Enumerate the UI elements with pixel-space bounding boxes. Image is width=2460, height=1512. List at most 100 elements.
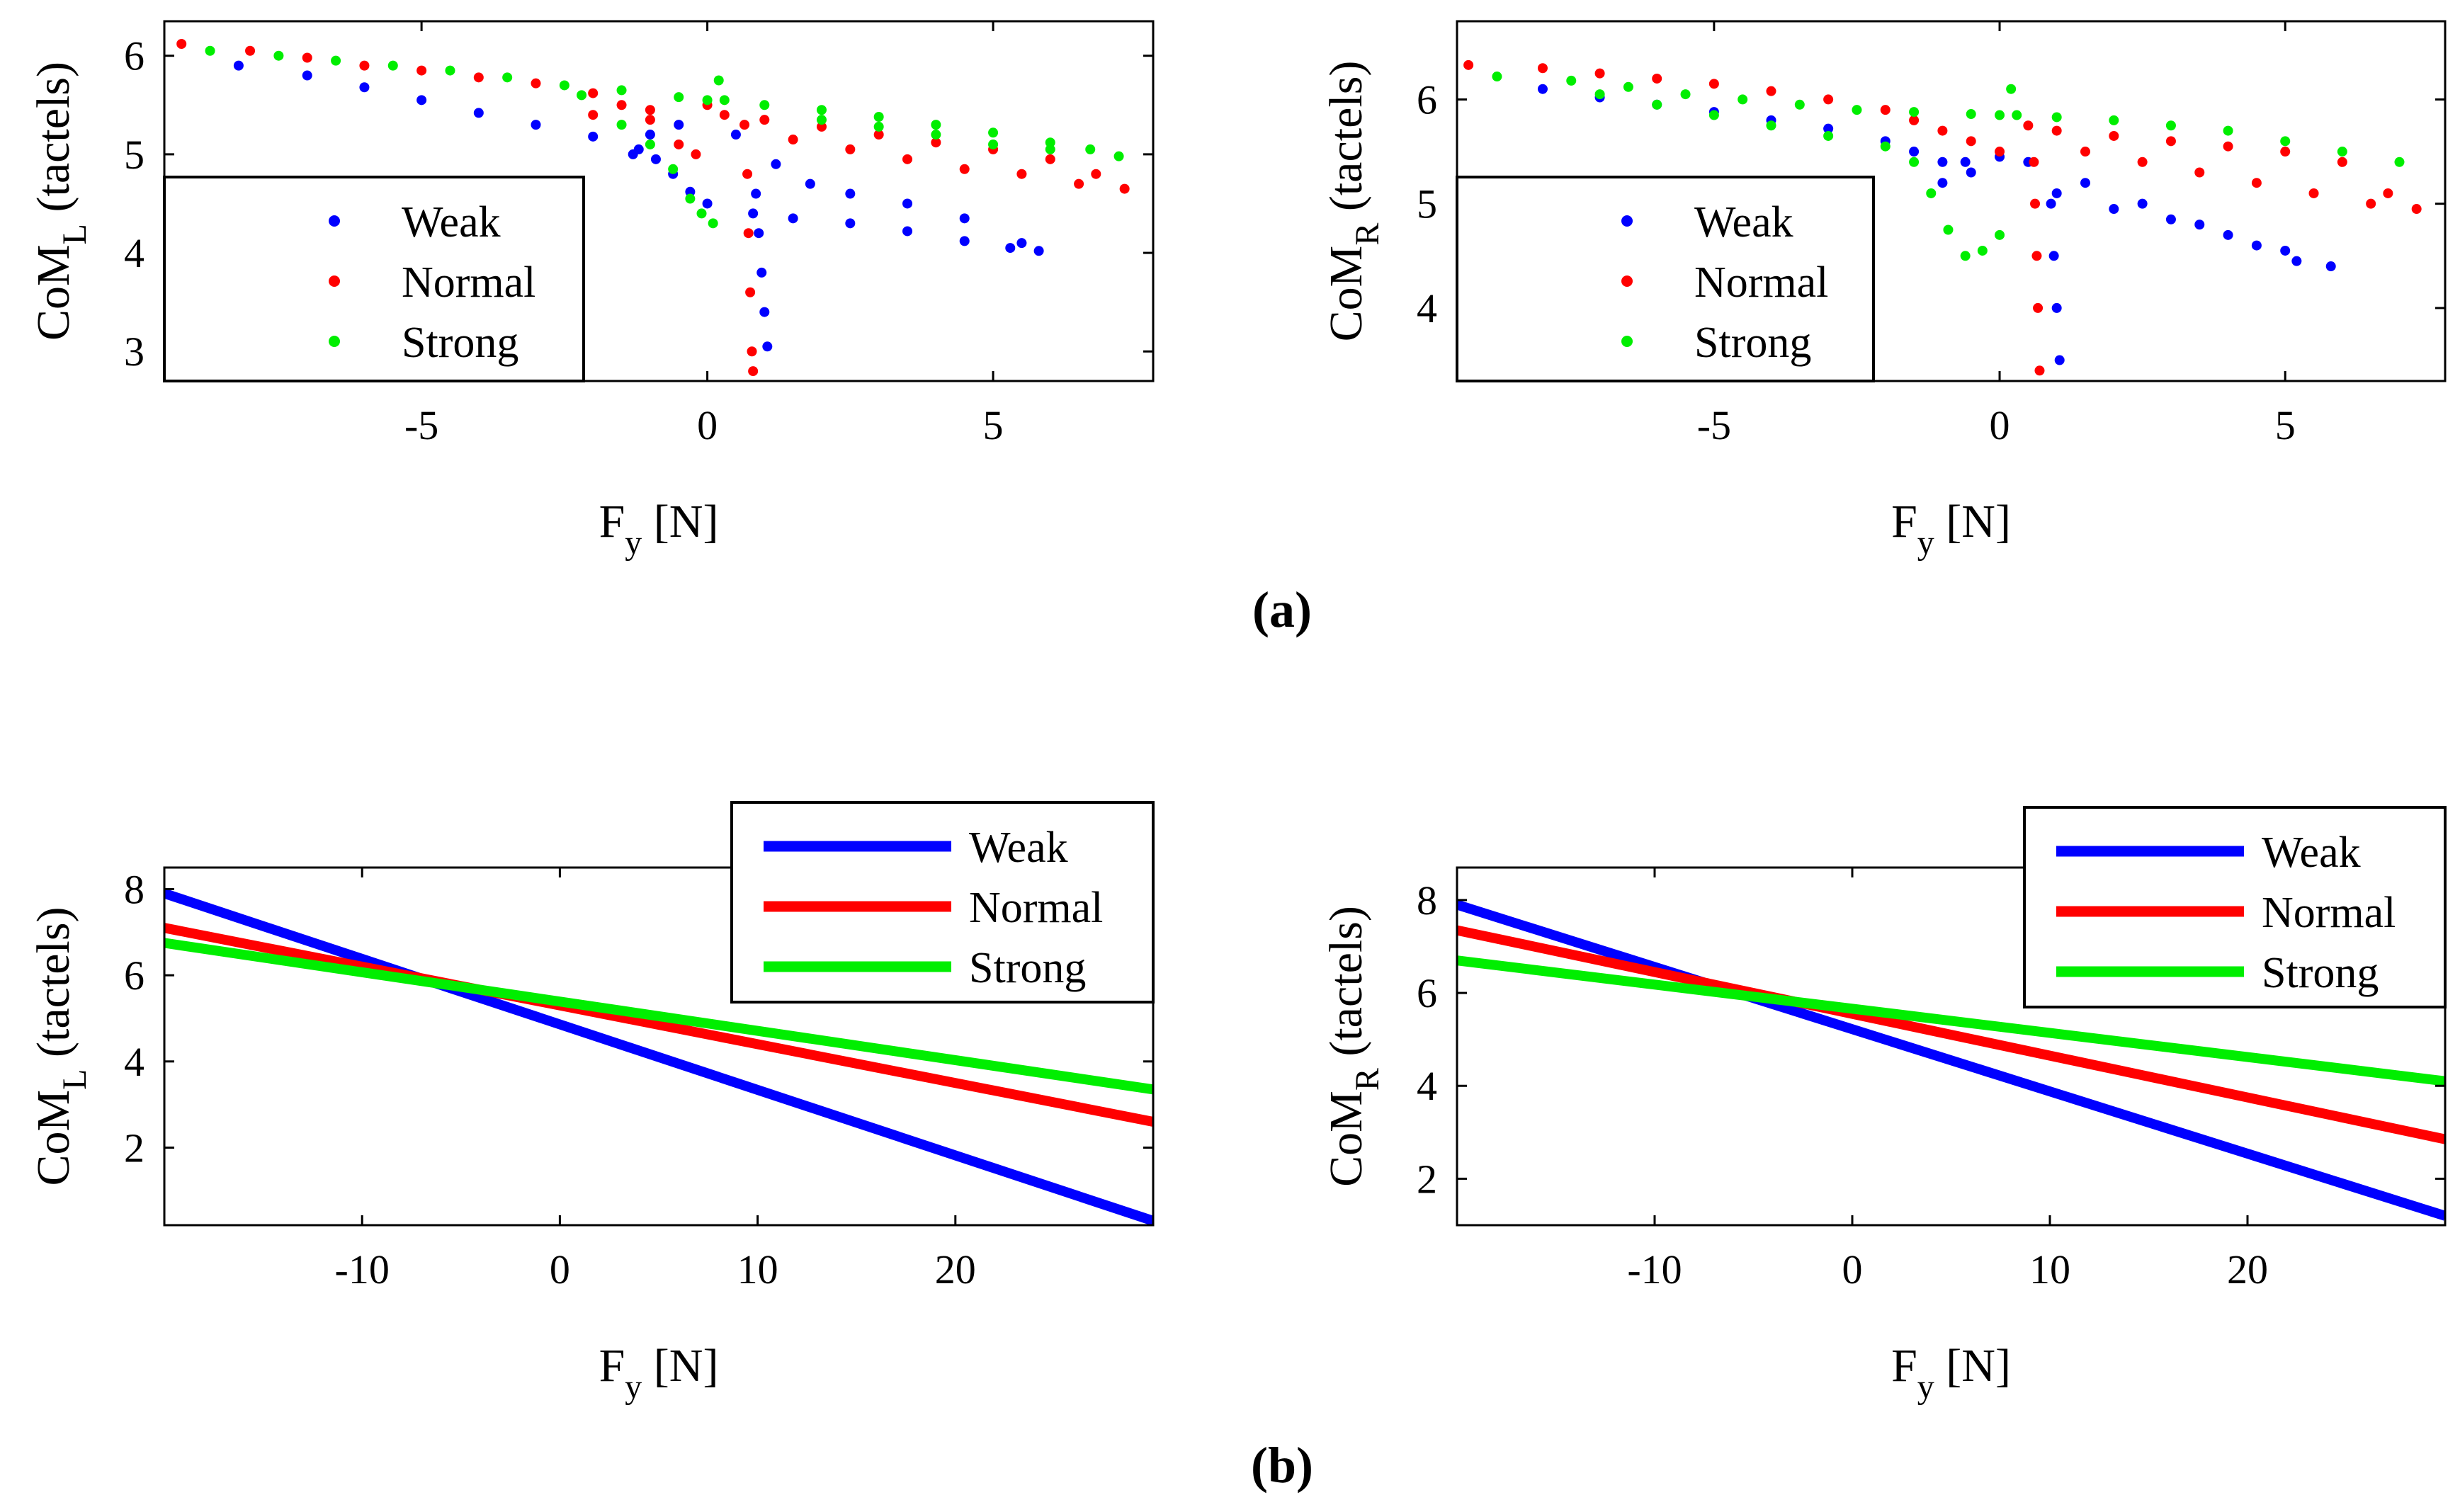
data-point-normal: [674, 139, 684, 149]
data-point-strong: [988, 127, 999, 138]
y-tick-label: 2: [1417, 1156, 1437, 1202]
data-point-weak: [1937, 178, 1948, 188]
x-tick-label: 0: [1990, 402, 2010, 448]
data-point-normal: [1119, 183, 1130, 194]
data-point-strong: [1738, 94, 1748, 105]
data-point-normal: [2023, 120, 2034, 131]
chart-a-right: -5 0 5 4 5 6 Fy [N] CoMR (tactels) Weak Normal Str…: [1320, 20, 2447, 562]
data-point-normal: [759, 115, 770, 125]
data-point-weak: [1033, 246, 1044, 256]
axes-box: [163, 866, 1155, 1227]
data-point-weak: [2046, 198, 2056, 209]
y-tick-label: 5: [124, 132, 144, 178]
data-point-weak: [902, 198, 913, 209]
data-point-strong: [616, 85, 627, 96]
data-point-strong: [2394, 157, 2405, 167]
y-tick-label: 8: [1417, 877, 1437, 923]
data-point-weak: [531, 120, 541, 130]
data-point-weak: [473, 108, 484, 118]
data-point-strong: [668, 164, 679, 174]
data-point-weak: [759, 307, 770, 317]
data-point-strong: [1492, 72, 1502, 82]
data-point-weak: [685, 186, 696, 197]
data-point-normal: [645, 105, 655, 115]
x-tick-label: 10: [737, 1246, 778, 1292]
legend-label-weak: Weak: [1694, 198, 1793, 246]
data-point-normal: [176, 39, 187, 50]
data-point-strong: [873, 121, 884, 132]
data-point-normal: [1463, 59, 1474, 70]
panel-label-a: (a): [1252, 581, 1312, 638]
data-point-strong: [1823, 130, 1834, 141]
data-point-normal: [588, 88, 599, 98]
data-point-normal: [748, 366, 759, 377]
data-point-normal: [2029, 157, 2039, 167]
data-point-weak: [2194, 220, 2205, 230]
data-point-weak: [762, 341, 773, 352]
data-point-strong: [1045, 137, 1055, 148]
legend-box: [163, 176, 585, 382]
y-axis-label: CoMR (tactels): [1320, 906, 1386, 1187]
data-point-strong: [1652, 99, 1662, 110]
legend-marker-strong: [1621, 336, 1633, 347]
data-point-strong: [719, 95, 730, 106]
panel-label-b: (b): [1251, 1437, 1313, 1494]
data-point-normal: [2033, 302, 2044, 313]
data-point-weak: [771, 159, 781, 169]
data-point-normal: [2223, 141, 2233, 152]
data-point-normal: [1652, 73, 1662, 84]
y-axis-label-sub: R: [1349, 1068, 1386, 1091]
data-point-normal: [1766, 86, 1776, 96]
data-point-normal: [873, 130, 884, 140]
data-point-strong: [2006, 84, 2017, 94]
data-point-normal: [816, 121, 827, 132]
data-point-strong: [708, 218, 718, 229]
x-axis-label-sub: y: [625, 524, 642, 562]
data-point-strong: [1045, 144, 1055, 154]
y-axis-label: CoML (tactels): [28, 906, 93, 1186]
legend-box: [1456, 176, 1875, 382]
x-axis-label-unit: [N]: [1934, 1340, 2011, 1392]
data-point-weak: [2291, 256, 2302, 266]
y-axis-label-main: CoM: [1320, 246, 1372, 342]
chart-a-left: -5 0 5 3 4 5 6 Fy [N] CoML (tactels) Weak Normal St…: [28, 20, 1155, 562]
data-point-normal: [902, 154, 913, 164]
data-point-normal: [302, 52, 312, 63]
y-tick-label: 5: [1417, 181, 1437, 227]
data-point-strong: [1909, 157, 1920, 167]
data-point-weak: [2165, 214, 2176, 224]
data-point-strong: [1966, 109, 1976, 120]
data-point-normal: [2411, 204, 2422, 215]
data-point-strong: [1960, 251, 1971, 261]
data-point-strong: [1794, 99, 1805, 110]
data-point-strong: [1594, 89, 1605, 100]
series-line-strong: [1457, 955, 2445, 1086]
data-point-normal: [788, 135, 798, 145]
data-point-normal: [1594, 68, 1605, 79]
legend-marker-strong: [329, 336, 340, 347]
data-point-strong: [702, 95, 713, 106]
legend-marker-normal: [1621, 275, 1633, 287]
data-point-weak: [359, 82, 370, 93]
data-point-normal: [2337, 157, 2347, 167]
data-point-strong: [2012, 110, 2022, 120]
data-point-weak: [233, 60, 244, 71]
data-point-weak: [702, 198, 713, 209]
data-point-normal: [2030, 198, 2041, 209]
y-axis-label: CoML (tactels): [28, 62, 93, 341]
data-point-weak: [645, 130, 655, 140]
data-point-normal: [2251, 178, 2262, 188]
data-point-strong: [1766, 120, 1776, 131]
series-line-weak: [1457, 899, 2445, 1221]
data-point-weak: [754, 228, 764, 239]
legend-marker-weak: [1621, 215, 1633, 227]
x-axis-label-sub: y: [1917, 524, 1934, 562]
x-axis-label-sub: y: [625, 1368, 642, 1406]
x-tick-label: -5: [404, 402, 438, 448]
data-point-normal: [845, 144, 856, 154]
data-point-normal: [1909, 115, 1920, 125]
plot-area: [1463, 59, 2422, 376]
data-point-strong: [2051, 112, 2062, 123]
data-point-strong: [873, 112, 884, 123]
data-point-normal: [2366, 198, 2376, 209]
